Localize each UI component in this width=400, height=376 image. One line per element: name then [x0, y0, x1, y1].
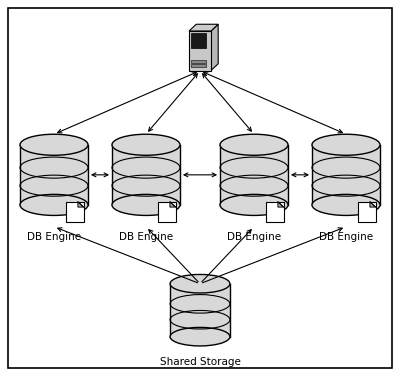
Polygon shape — [170, 202, 176, 207]
Polygon shape — [278, 202, 284, 207]
Text: DB Engine: DB Engine — [319, 232, 373, 243]
Bar — [220, 145, 288, 205]
Bar — [358, 202, 376, 221]
Bar — [170, 284, 230, 337]
Bar — [66, 202, 84, 221]
Bar — [189, 31, 211, 71]
Ellipse shape — [112, 194, 180, 215]
Text: DB Engine: DB Engine — [227, 232, 281, 243]
Ellipse shape — [312, 194, 380, 215]
Polygon shape — [78, 202, 84, 207]
Bar — [190, 33, 206, 48]
Ellipse shape — [20, 134, 88, 155]
Ellipse shape — [112, 134, 180, 155]
Text: DB Engine: DB Engine — [27, 232, 81, 243]
Ellipse shape — [312, 134, 380, 155]
Ellipse shape — [170, 274, 230, 293]
Text: DB Engine: DB Engine — [119, 232, 173, 243]
Bar — [158, 202, 176, 221]
Bar — [190, 60, 206, 63]
Bar — [112, 145, 180, 205]
Bar — [190, 64, 206, 67]
Bar — [266, 202, 284, 221]
Text: Shared Storage: Shared Storage — [160, 357, 240, 367]
Bar — [20, 145, 88, 205]
Polygon shape — [211, 24, 218, 71]
Ellipse shape — [170, 327, 230, 346]
Ellipse shape — [20, 194, 88, 215]
Ellipse shape — [220, 134, 288, 155]
Polygon shape — [370, 202, 376, 207]
Bar — [312, 145, 380, 205]
Polygon shape — [189, 24, 218, 31]
Ellipse shape — [220, 194, 288, 215]
